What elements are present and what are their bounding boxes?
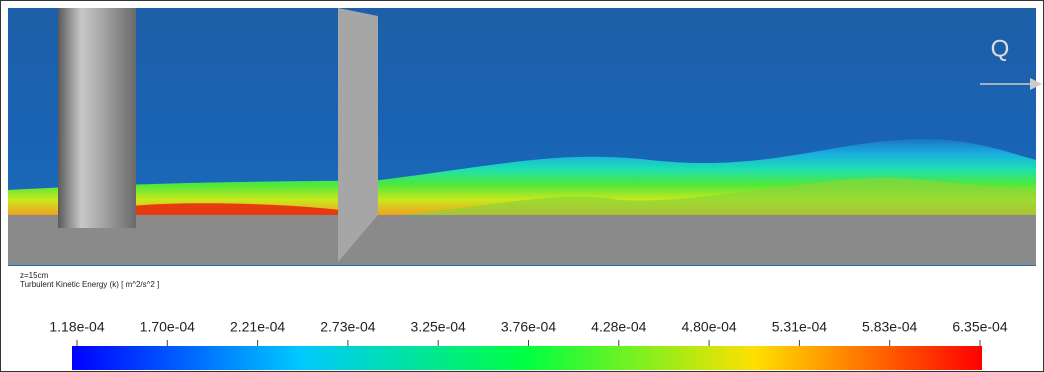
green-zone [400,177,1036,215]
colorbar-tick-label: 6.35e-04 [952,319,1007,335]
colorbar [72,346,982,370]
flow-field: Q [8,8,1042,266]
cylinder [58,8,136,228]
flow-arrow-head [1030,78,1042,90]
colorbar-tick-label: 3.25e-04 [411,319,466,335]
colorbar-tick-label: 2.21e-04 [230,319,285,335]
red-zone [130,203,340,215]
plane-label: z=15cm [20,271,49,280]
colorbar-tick-label: 5.31e-04 [772,319,827,335]
colorbar-tick-label: 2.73e-04 [320,319,375,335]
colorbar-tick-label: 1.18e-04 [49,319,104,335]
flow-label: Q [991,35,1010,62]
colorbar-tick-label: 3.76e-04 [501,319,556,335]
colorbar-tick-label: 4.80e-04 [681,319,736,335]
floor [8,215,1036,265]
colorbar-tick-label: 4.28e-04 [591,319,646,335]
plate [338,8,378,262]
colorbar-tick-label: 5.83e-04 [862,319,917,335]
variable-label: Turbulent Kinetic Energy (k) [ m^2/s^2 ] [20,280,159,289]
colorbar-tick-label: 1.70e-04 [140,319,195,335]
colorbar-ticks: 1.18e-04 1.70e-04 2.21e-04 2.73e-04 3.25e-04… [49,319,1008,346]
